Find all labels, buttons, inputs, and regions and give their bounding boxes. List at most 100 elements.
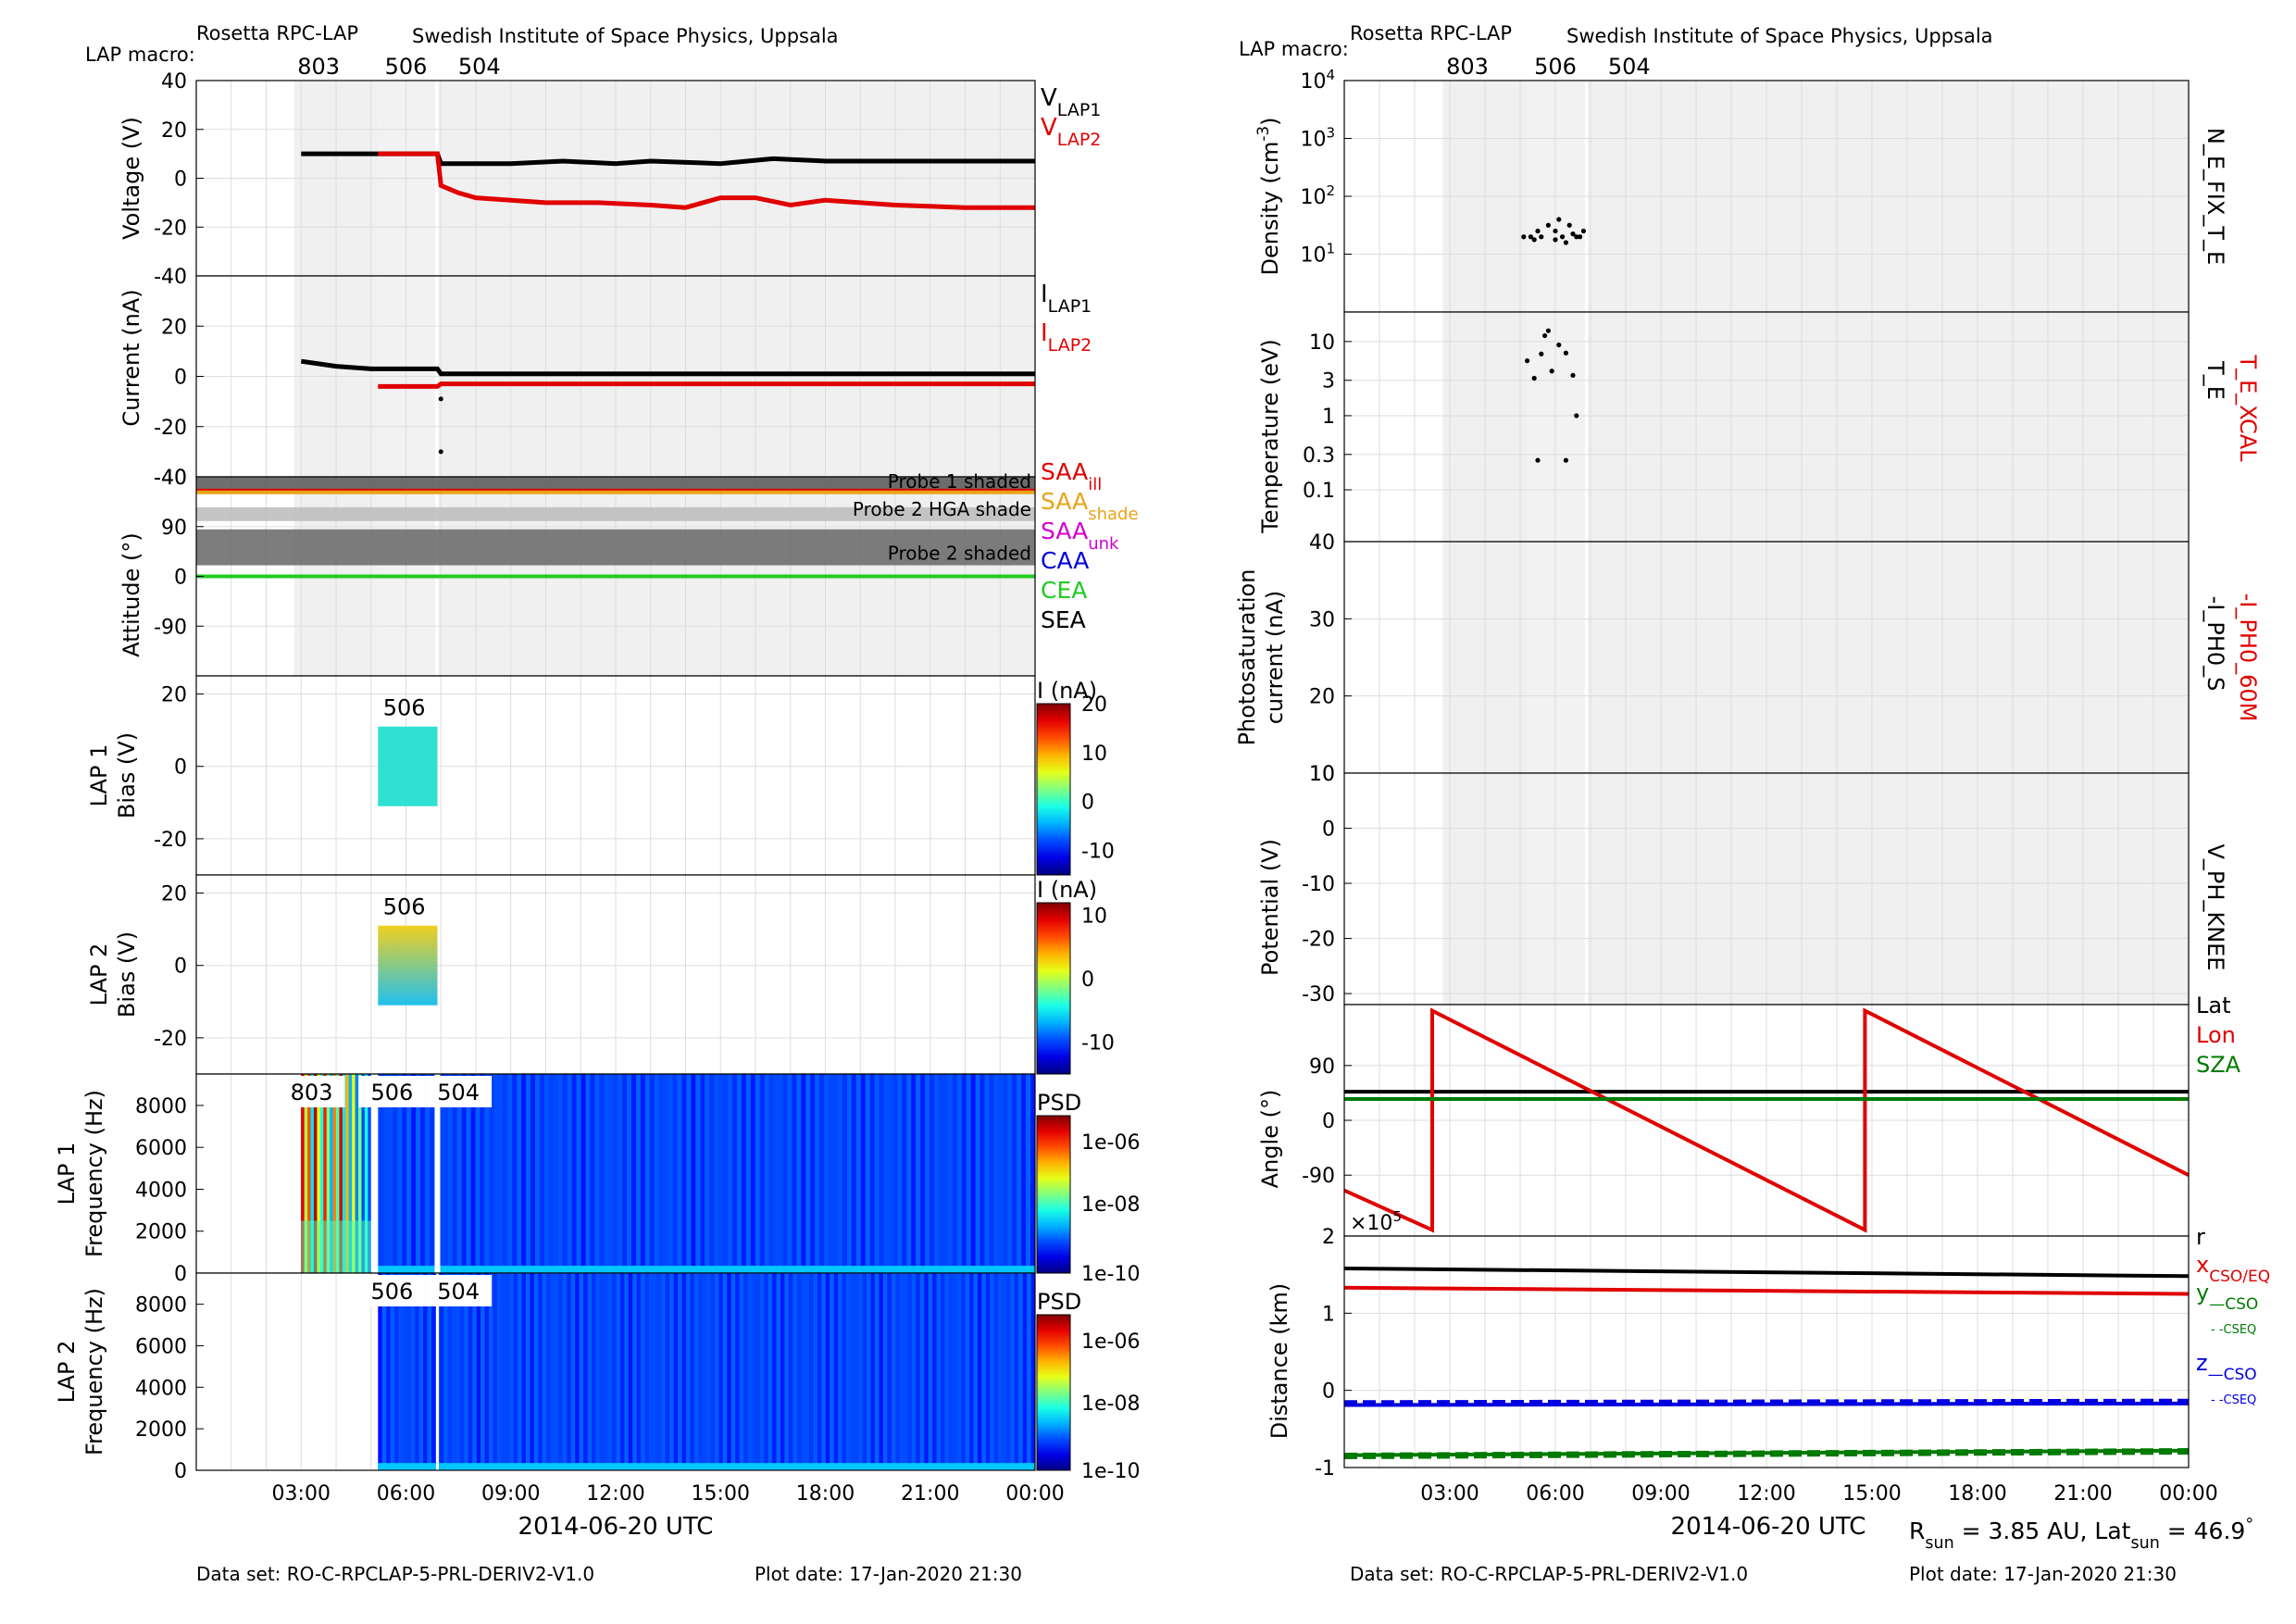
spectrogram-cell [824, 1074, 830, 1273]
spectrogram-cell [965, 1273, 970, 1470]
x-tick-label: 21:00 [901, 1482, 959, 1505]
spectrogram-cell [466, 1074, 472, 1273]
spectrogram-cell [842, 1273, 847, 1470]
y-tick-label: 0.1 [1303, 480, 1335, 503]
spectrogram-cell [548, 1074, 555, 1273]
spectrogram-cell [654, 1074, 660, 1273]
attitude-band [196, 529, 1035, 566]
band-label: Probe 2 shaded [888, 543, 1031, 565]
spectrogram-cell [879, 1273, 884, 1470]
spectrogram-cell [505, 1273, 510, 1470]
spectrogram-cell [1030, 1074, 1036, 1273]
spectrogram-cell [562, 1074, 568, 1273]
spectrogram-cell [1002, 1273, 1007, 1470]
spectrogram-cell [663, 1074, 669, 1273]
spectrogram-cell [538, 1273, 543, 1470]
right-label: N_E_FIX_T_E [2202, 128, 2228, 265]
spectrogram-cell [649, 1273, 654, 1470]
spectrogram-cell [358, 1074, 362, 1273]
panel-photosaturation: 10 20 30 40 Photosaturation current (nA) -I_PH… [1234, 531, 2261, 786]
spectrogram-cell [787, 1074, 792, 1273]
spectrogram-cell [970, 1074, 977, 1273]
colorbar-tick-label: 1e-06 [1081, 1131, 1140, 1155]
legend-entry: z—CSO [2196, 1350, 2257, 1384]
spectrogram-cell [313, 1074, 318, 1273]
macro-label: 506 [370, 1279, 413, 1305]
y-tick-label: 4000 [135, 1377, 187, 1400]
spectrogram-cell [730, 1273, 736, 1470]
data-point [1553, 237, 1558, 243]
spectrogram-cell [942, 1074, 949, 1273]
spectrogram-cell [940, 1273, 945, 1470]
spectrogram-cell [301, 1074, 306, 1273]
spectrogram-cell [386, 1273, 392, 1470]
legend-entry: Lat [2196, 993, 2231, 1018]
legend-entry: ILAP1 [1041, 281, 1092, 317]
spectrogram-cell [653, 1273, 658, 1470]
spectrogram-cell [936, 1273, 942, 1470]
y-tick-label: 101 [1300, 241, 1335, 268]
data-point [1549, 369, 1554, 374]
shaded-region [1527, 773, 1586, 1005]
y-tick-label: 6000 [135, 1137, 187, 1160]
y-tick-label: 20 [161, 883, 187, 906]
spectrogram-cell [718, 1273, 724, 1470]
spectrogram-cell [966, 1074, 972, 1273]
spectrogram-cell [681, 1074, 687, 1273]
spectrogram-cell [1026, 1074, 1031, 1273]
spectrogram-cell [933, 1074, 940, 1273]
spectrogram-cell [594, 1074, 600, 1273]
spectrogram-cell [618, 1074, 623, 1273]
spectrogram-cell [406, 1074, 412, 1273]
data-point [438, 449, 443, 455]
data-point [1560, 234, 1566, 240]
right-label: T_E_XCAL [2235, 354, 2261, 462]
series-line [1343, 1398, 2190, 1407]
spectrogram-cell [875, 1273, 880, 1470]
spectrogram-cell [809, 1273, 814, 1470]
spectrogram-cell [813, 1273, 818, 1470]
spectrogram-cell [496, 1273, 502, 1470]
spectrogram-cell [993, 1074, 999, 1273]
spectrogram-cell [702, 1273, 707, 1470]
spectrogram-cell [649, 1074, 655, 1273]
spectrogram-cell [475, 1074, 480, 1273]
spectrogram-cell [784, 1273, 790, 1470]
series-line [1343, 1007, 2190, 1233]
spectrogram-cell [690, 1273, 695, 1470]
series-line [300, 358, 1035, 377]
y-tick-label: 1 [1322, 406, 1335, 429]
y-tick-label: 0 [174, 367, 187, 390]
data-point [1528, 234, 1533, 240]
spectrogram-cell [846, 1074, 853, 1273]
spectrogram-cell [402, 1273, 407, 1470]
right-dataset: Data set: RO-C-RPCLAP-5-PRL-DERIV2-V1.0 [1350, 1563, 1748, 1585]
right-xlabel: 2014-06-20 UTC [1671, 1513, 1866, 1541]
spectrogram-cell [319, 1074, 324, 1273]
y-tick-label: 103 [1300, 125, 1335, 152]
spectrogram-cell [1027, 1273, 1032, 1470]
spectrogram-cell [567, 1273, 572, 1470]
spectrogram-cell [567, 1074, 573, 1273]
y-tick-label: 0 [174, 567, 187, 590]
spectrogram-cell [685, 1273, 691, 1470]
spectrogram-cell [755, 1074, 761, 1273]
shaded-region [1527, 542, 1586, 773]
spectrogram-cell [984, 1074, 990, 1273]
spectrogram-cell [416, 1074, 421, 1273]
right-label: -I_PH0_S [2202, 596, 2228, 692]
spectrogram-cell [323, 1074, 328, 1273]
spectrogram-cell [342, 1074, 346, 1273]
spectrogram-cell [402, 1074, 407, 1273]
y-axis-label: LAP 1 [86, 744, 112, 807]
spectrogram-cell [383, 1074, 389, 1273]
spectrogram-cell [301, 1266, 1035, 1273]
spectrogram-cell [397, 1074, 403, 1273]
y-tick-label: -40 [154, 266, 187, 289]
spectrogram-cell [558, 1273, 564, 1470]
y-axis-label: Potential (V) [1257, 839, 1283, 976]
spectrogram-cell [398, 1273, 404, 1470]
